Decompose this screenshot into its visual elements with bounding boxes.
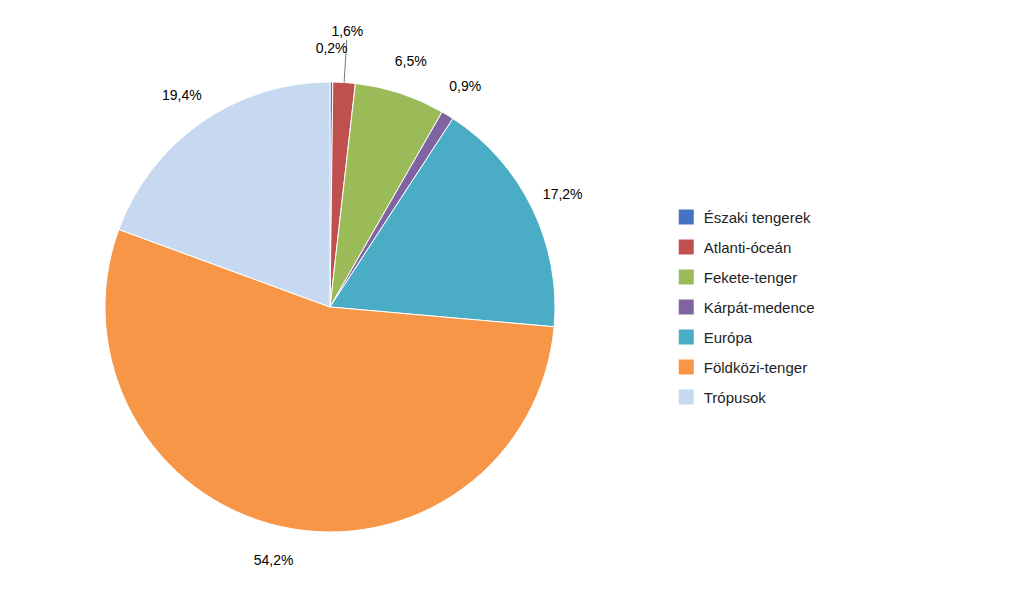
legend-label: Atlanti-óceán xyxy=(704,239,792,256)
legend-swatch xyxy=(679,330,694,345)
pie-slice xyxy=(119,82,330,307)
data-label: 0,9% xyxy=(449,78,481,94)
legend-swatch xyxy=(679,270,694,285)
legend-swatch xyxy=(679,360,694,375)
data-label: 1,6% xyxy=(331,23,363,39)
legend-label: Északi tengerek xyxy=(704,209,811,226)
legend-label: Európa xyxy=(704,329,753,346)
legend-swatch xyxy=(679,300,694,315)
data-label: 17,2% xyxy=(543,186,583,202)
legend: Északi tengerek Atlanti-óceán Fekete-tenge… xyxy=(679,209,815,406)
legend-label: Trópusok xyxy=(704,389,766,406)
chart: 0,2%1,6% 6,5% 0,9% 17,2% 54,2% 19,4% Északi te… xyxy=(0,0,1024,614)
data-label: 54,2% xyxy=(254,552,294,568)
legend-swatch xyxy=(679,210,694,225)
legend-label: Földközi-tenger xyxy=(704,359,807,376)
data-label: 0,2% xyxy=(316,40,348,56)
legend-swatch xyxy=(679,390,694,405)
legend-label: Fekete-tenger xyxy=(704,269,797,286)
legend-swatch xyxy=(679,240,694,255)
data-labels: 0,2%1,6% 6,5% 0,9% 17,2% 54,2% 19,4% xyxy=(162,23,583,568)
pie-slice xyxy=(330,119,555,327)
data-label: 19,4% xyxy=(162,87,202,103)
data-label: 6,5% xyxy=(395,53,427,69)
legend-label: Kárpát-medence xyxy=(704,299,815,316)
pie xyxy=(105,82,555,532)
